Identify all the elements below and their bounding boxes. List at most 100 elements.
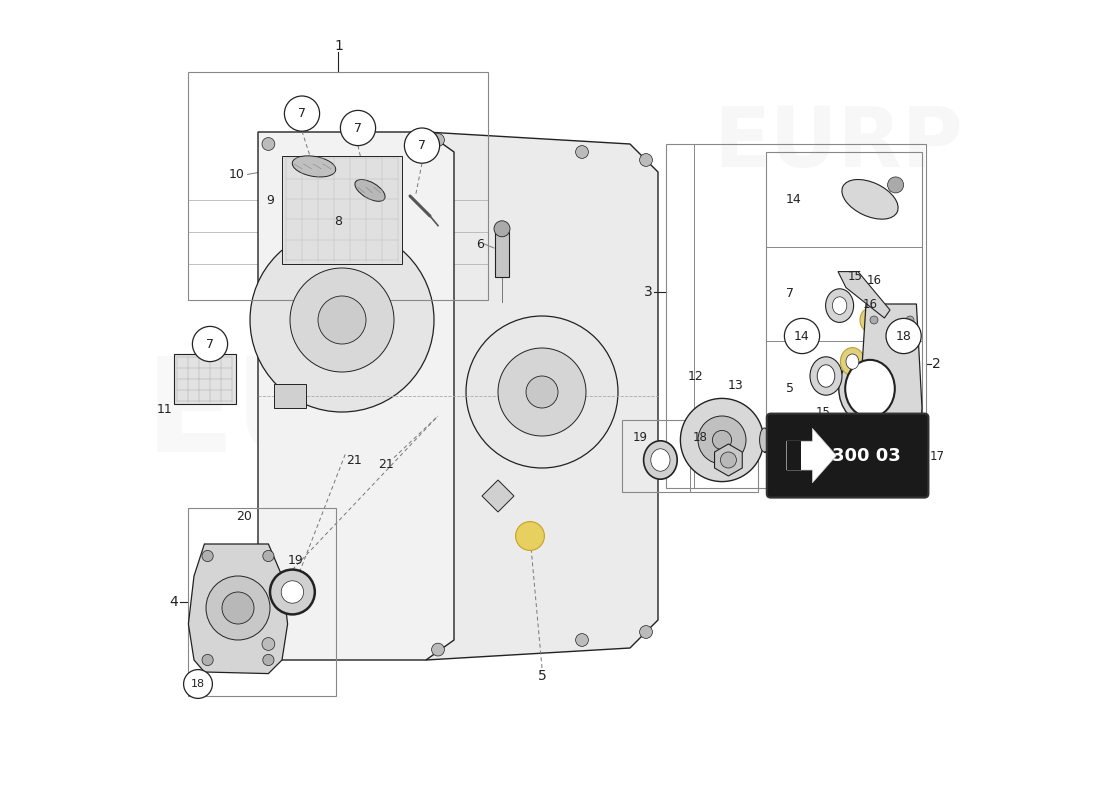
- Circle shape: [270, 570, 315, 614]
- Circle shape: [202, 654, 213, 666]
- Text: 7: 7: [298, 107, 306, 120]
- Circle shape: [290, 268, 394, 372]
- Circle shape: [784, 318, 820, 354]
- Bar: [274, 384, 306, 408]
- Polygon shape: [838, 271, 890, 318]
- Text: 19: 19: [288, 554, 304, 566]
- Text: 2: 2: [933, 357, 942, 371]
- Text: 16: 16: [862, 298, 878, 310]
- Text: 18: 18: [692, 431, 707, 444]
- Circle shape: [906, 316, 914, 324]
- Ellipse shape: [845, 360, 894, 418]
- Text: EURP: EURP: [713, 103, 962, 185]
- Polygon shape: [482, 480, 514, 512]
- Ellipse shape: [651, 449, 670, 471]
- Bar: [188, 72, 488, 300]
- Text: EURPS: EURPS: [144, 353, 636, 479]
- Circle shape: [285, 96, 320, 131]
- Ellipse shape: [293, 156, 336, 177]
- Text: 16: 16: [867, 274, 881, 286]
- Text: 12: 12: [688, 370, 703, 382]
- Circle shape: [720, 452, 736, 468]
- Text: 3: 3: [644, 285, 652, 299]
- Circle shape: [262, 638, 275, 650]
- Ellipse shape: [826, 289, 854, 322]
- Text: 5: 5: [786, 382, 794, 395]
- Text: 7: 7: [206, 338, 214, 350]
- Ellipse shape: [842, 179, 898, 219]
- Circle shape: [202, 550, 213, 562]
- Bar: [764, 428, 813, 452]
- Circle shape: [639, 626, 652, 638]
- Circle shape: [575, 146, 589, 158]
- Circle shape: [906, 460, 914, 468]
- Bar: [766, 152, 922, 436]
- Ellipse shape: [644, 441, 678, 479]
- Circle shape: [870, 316, 878, 324]
- Ellipse shape: [807, 428, 817, 452]
- Bar: [495, 232, 509, 277]
- Circle shape: [516, 522, 544, 550]
- Text: 7: 7: [418, 139, 426, 152]
- Text: 6: 6: [476, 238, 484, 250]
- Text: 20: 20: [236, 510, 252, 522]
- Ellipse shape: [846, 354, 859, 370]
- Circle shape: [262, 138, 275, 150]
- Text: a passion for parts since 1987: a passion for parts since 1987: [314, 480, 594, 608]
- Polygon shape: [786, 429, 836, 482]
- Circle shape: [888, 177, 903, 193]
- Circle shape: [498, 348, 586, 436]
- Text: 18: 18: [895, 330, 912, 342]
- Polygon shape: [258, 132, 454, 660]
- Bar: [621, 420, 758, 492]
- Text: 4: 4: [169, 594, 178, 609]
- Text: 14: 14: [794, 330, 810, 342]
- Circle shape: [886, 318, 921, 354]
- Polygon shape: [786, 442, 801, 470]
- Bar: [188, 508, 337, 696]
- Circle shape: [526, 376, 558, 408]
- Text: 9: 9: [266, 194, 274, 206]
- Circle shape: [206, 576, 270, 640]
- Circle shape: [870, 460, 878, 468]
- Ellipse shape: [839, 353, 901, 425]
- Circle shape: [192, 326, 228, 362]
- Circle shape: [222, 592, 254, 624]
- Bar: [282, 156, 402, 264]
- Polygon shape: [860, 304, 922, 480]
- Circle shape: [713, 430, 732, 450]
- Polygon shape: [715, 444, 742, 476]
- Circle shape: [318, 296, 366, 344]
- Text: 19: 19: [632, 431, 648, 444]
- Text: 15: 15: [848, 270, 864, 282]
- Text: 21: 21: [346, 454, 362, 466]
- FancyBboxPatch shape: [767, 414, 928, 498]
- Polygon shape: [426, 132, 658, 660]
- Circle shape: [681, 398, 763, 482]
- Circle shape: [250, 228, 434, 412]
- Circle shape: [263, 654, 274, 666]
- Circle shape: [494, 221, 510, 237]
- Text: 1: 1: [334, 38, 343, 53]
- Ellipse shape: [840, 347, 865, 375]
- Circle shape: [263, 550, 274, 562]
- Circle shape: [340, 110, 375, 146]
- Text: 11: 11: [156, 403, 173, 416]
- Bar: [666, 144, 926, 488]
- Circle shape: [575, 634, 589, 646]
- Ellipse shape: [833, 297, 847, 314]
- Text: 300 03: 300 03: [832, 446, 901, 465]
- Text: 17: 17: [930, 450, 945, 462]
- Bar: [174, 354, 235, 404]
- Text: 13: 13: [727, 379, 744, 392]
- Circle shape: [639, 154, 652, 166]
- Circle shape: [431, 134, 444, 146]
- Circle shape: [282, 581, 304, 603]
- Polygon shape: [188, 544, 287, 674]
- Circle shape: [466, 316, 618, 468]
- Ellipse shape: [860, 308, 880, 332]
- Circle shape: [698, 416, 746, 464]
- Text: 8: 8: [334, 215, 342, 228]
- Text: 5: 5: [538, 669, 547, 683]
- Text: 21: 21: [378, 458, 394, 470]
